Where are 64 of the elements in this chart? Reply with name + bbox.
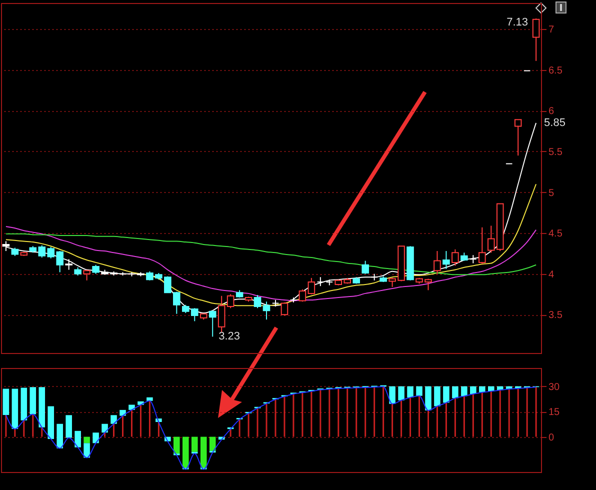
- y-tick-label: 7: [548, 24, 554, 36]
- candlestick: [470, 254, 477, 264]
- bar: [66, 415, 72, 438]
- y-tick-label: 4: [548, 269, 554, 280]
- bar: [398, 386, 404, 400]
- bar: [461, 386, 468, 396]
- candlestick: [226, 294, 234, 309]
- bar: [2, 388, 10, 415]
- bar: [200, 436, 207, 468]
- bar: [102, 424, 108, 433]
- bar: [30, 387, 36, 414]
- y-tick-label: 3.5: [548, 310, 563, 322]
- text: 5.85: [544, 116, 566, 129]
- line-series: [5, 226, 537, 302]
- bar: [84, 443, 90, 458]
- candlestick: [254, 294, 262, 309]
- candlestick: [280, 302, 288, 316]
- bar: [12, 388, 18, 430]
- bar: [182, 436, 189, 468]
- bar: [84, 436, 90, 444]
- candlestick: [532, 18, 540, 62]
- bar: [20, 388, 28, 420]
- bar: [470, 386, 476, 394]
- bar: [416, 386, 422, 396]
- line-series: [5, 233, 537, 276]
- candlestick: [208, 310, 216, 338]
- bar: [425, 386, 432, 410]
- bar: [110, 415, 117, 424]
- candlestick: [218, 295, 226, 334]
- candlestick: [65, 258, 72, 270]
- bar: [38, 387, 46, 428]
- bar: [146, 397, 153, 401]
- y-tick-label: 15: [548, 407, 560, 418]
- y-tick-label: 30: [548, 382, 560, 393]
- candlestick: [478, 226, 486, 265]
- bar: [56, 424, 63, 448]
- annotation: 3.23: [218, 330, 240, 343]
- bar: [452, 386, 458, 398]
- candlestick: [308, 277, 316, 295]
- bar: [407, 386, 414, 398]
- candlestick: [514, 119, 522, 156]
- y-tick-label: 4.5: [548, 228, 563, 240]
- bar: [92, 432, 99, 444]
- y-tick-label: 5: [548, 188, 554, 199]
- candlestick: [262, 301, 270, 320]
- bar: [191, 436, 198, 452]
- y-tick-label: 0: [548, 432, 554, 444]
- candlestick: [452, 248, 459, 266]
- y-tick-label: 5.5: [548, 146, 563, 158]
- y-tick-label: 6.5: [548, 65, 563, 76]
- line-series: [5, 386, 537, 470]
- bar: [74, 430, 81, 448]
- bar: [48, 406, 54, 439]
- y-tick-label: 6: [548, 106, 554, 118]
- candlestick: [298, 288, 306, 302]
- bar: [174, 436, 180, 454]
- annotation: 7.13: [506, 16, 528, 28]
- bar: [209, 436, 216, 451]
- candlestick: [442, 250, 450, 270]
- candlestick: [434, 250, 441, 274]
- bar: [389, 386, 396, 404]
- candlestick: [362, 260, 369, 274]
- bar: [443, 386, 450, 403]
- bar: [434, 386, 440, 406]
